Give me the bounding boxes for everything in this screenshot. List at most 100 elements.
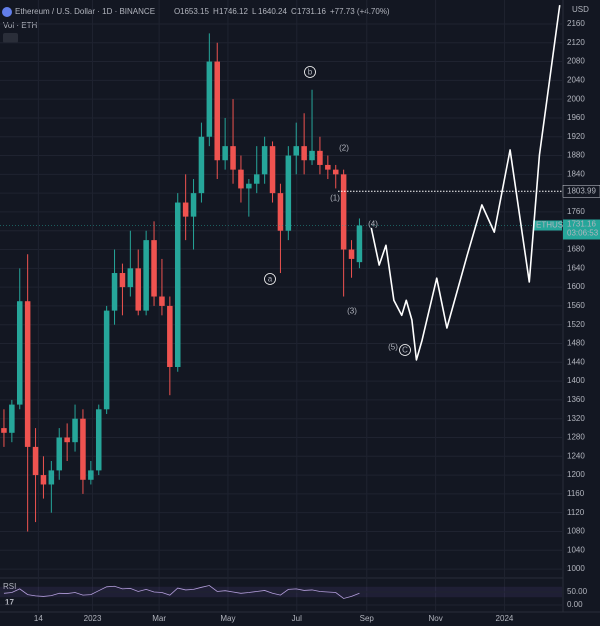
candle-body bbox=[277, 193, 284, 231]
candle-body bbox=[269, 146, 276, 194]
candle-body bbox=[143, 240, 149, 311]
wave-label: b bbox=[308, 68, 313, 77]
y-tick-label: 1920 bbox=[567, 132, 585, 141]
change-value: +77.73 (+4.70%) bbox=[330, 7, 390, 16]
y-tick-label: 1040 bbox=[567, 545, 585, 554]
y-tick-label: 1240 bbox=[567, 451, 585, 460]
y-tick-label: 1200 bbox=[567, 470, 585, 479]
x-tick-label: Mar bbox=[152, 614, 166, 623]
ohlc-legend: O 1653.15 H 1746.12 L 1640.24 C 1731.16 +77.73 (… bbox=[174, 7, 390, 16]
candle-body bbox=[309, 150, 315, 161]
wave-label: (4) bbox=[368, 220, 378, 229]
x-tick-label: Nov bbox=[428, 614, 442, 623]
ohlc-key: L bbox=[252, 7, 257, 16]
y-tick-label: 1080 bbox=[567, 527, 585, 536]
symbol-title: Ethereum / U.S. Dollar · 1D · BINANCE bbox=[15, 7, 155, 16]
y-tick-label: 1360 bbox=[567, 395, 585, 404]
candle-body bbox=[95, 409, 102, 471]
candle-body bbox=[1, 428, 7, 433]
candle-body bbox=[135, 268, 142, 311]
y-tick-label: 2040 bbox=[567, 75, 585, 84]
ohlc-key: H bbox=[213, 7, 219, 16]
price-tag-label: 1731.16 bbox=[567, 220, 596, 229]
candle-body bbox=[80, 418, 86, 480]
candle-body bbox=[230, 146, 236, 170]
symbol-tag bbox=[533, 220, 562, 231]
ohlc-key: C bbox=[291, 7, 297, 16]
y-tick-label: 2000 bbox=[567, 94, 585, 103]
candle-body bbox=[190, 193, 197, 217]
wave-label: a bbox=[268, 275, 273, 284]
collapse-button[interactable] bbox=[3, 33, 18, 43]
y-tick-label: 1000 bbox=[567, 564, 585, 573]
candle-body bbox=[103, 310, 110, 410]
y-tick-label: 1400 bbox=[567, 376, 585, 385]
y-tick-label: 1160 bbox=[567, 489, 585, 498]
wave-label: (5) bbox=[388, 343, 398, 352]
level-label: 1803.99 bbox=[567, 186, 596, 195]
candle-body bbox=[88, 470, 94, 480]
wave-circle bbox=[264, 273, 276, 285]
y-tick-label: 1560 bbox=[567, 301, 585, 310]
price-tag bbox=[563, 219, 600, 240]
candle-body bbox=[40, 475, 47, 485]
candle-body bbox=[174, 202, 181, 368]
wave-label: C bbox=[402, 346, 408, 355]
countdown-label: 03:06:53 bbox=[567, 229, 599, 238]
candle-body bbox=[16, 301, 23, 405]
y-tick-label: 1320 bbox=[567, 414, 585, 423]
y-tick-label: 2080 bbox=[567, 57, 585, 66]
y-tick-label: 1280 bbox=[567, 433, 585, 442]
y-tick-label: 1760 bbox=[567, 207, 585, 216]
rsi-line bbox=[3, 585, 360, 599]
symbol-tag-label: ETHUSD bbox=[536, 221, 569, 230]
candle-body bbox=[127, 268, 134, 288]
candle-body bbox=[261, 146, 268, 175]
candle-body bbox=[317, 150, 323, 165]
y-tick-label: 1440 bbox=[567, 357, 585, 366]
candle-body bbox=[253, 174, 260, 184]
candle-body bbox=[246, 183, 252, 189]
candle-body bbox=[301, 146, 307, 161]
candle-body bbox=[9, 404, 15, 433]
candle-body bbox=[206, 61, 213, 137]
y-tick-label: 1880 bbox=[567, 151, 585, 160]
y-tick-label: 2160 bbox=[567, 19, 585, 28]
wave-label: (1) bbox=[330, 194, 340, 203]
rsi-tick-label: 50.00 bbox=[567, 587, 588, 596]
candle-body bbox=[56, 437, 63, 471]
wave-circle bbox=[399, 344, 411, 356]
candle-body bbox=[111, 273, 118, 311]
y-tick-label: 1680 bbox=[567, 245, 585, 254]
x-tick-label: Jul bbox=[292, 614, 302, 623]
wave-label: (2) bbox=[339, 144, 349, 153]
candle-body bbox=[325, 164, 331, 170]
candle-body bbox=[214, 61, 221, 161]
candle-body bbox=[32, 446, 39, 476]
currency-label: USD bbox=[572, 5, 589, 14]
candle-body bbox=[72, 418, 78, 443]
y-tick-label: 1520 bbox=[567, 320, 585, 329]
candle-body bbox=[182, 202, 189, 217]
level-tag bbox=[562, 185, 600, 198]
candle-body bbox=[356, 225, 363, 263]
candle-body bbox=[238, 169, 244, 189]
candle-body bbox=[159, 296, 165, 306]
candle-body bbox=[198, 136, 205, 194]
rsi-label: RSI bbox=[3, 582, 16, 591]
candle-body bbox=[64, 437, 70, 443]
wave-label: (3) bbox=[347, 307, 357, 316]
y-tick-label: 2120 bbox=[567, 38, 585, 47]
volume-label: Vol · ETH bbox=[3, 21, 37, 30]
candle-body bbox=[293, 146, 299, 156]
logo: 17 bbox=[5, 598, 14, 607]
symbol-icon bbox=[2, 7, 12, 17]
x-tick-label: 2023 bbox=[84, 614, 102, 623]
candle-body bbox=[48, 470, 55, 485]
ohlc-value: 1731.16 bbox=[297, 7, 326, 16]
ohlc-key: O bbox=[174, 7, 180, 16]
x-tick-label: May bbox=[220, 614, 235, 623]
y-tick-label: 1600 bbox=[567, 282, 585, 291]
